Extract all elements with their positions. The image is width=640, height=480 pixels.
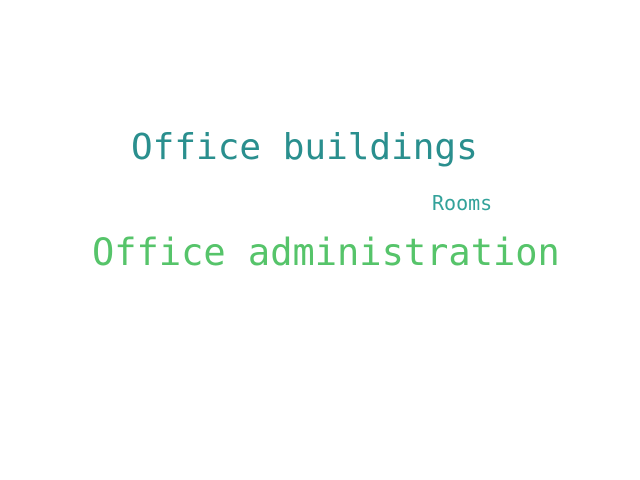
word-office-administration: Office administration — [92, 231, 560, 274]
word-office-buildings: Office buildings — [131, 127, 478, 168]
word-rooms: Rooms — [432, 191, 493, 215]
